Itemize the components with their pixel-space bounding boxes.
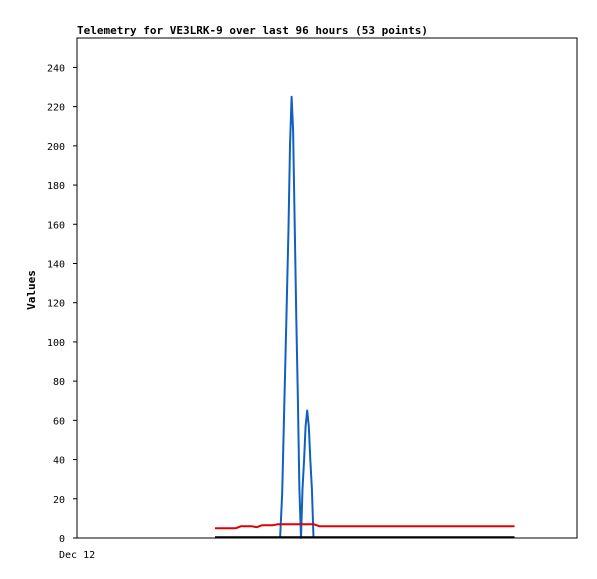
- y-axis-ticks: 0 20 40 60 80 100 120 140 160 180 200 220 240: [47, 63, 77, 545]
- y-tick-label: 200: [47, 142, 65, 153]
- x-tick-label: Dec 12: [59, 550, 95, 561]
- y-tick-label: 160: [47, 220, 65, 231]
- series-layer: [215, 95, 515, 539]
- y-tick-label: 0: [59, 534, 65, 545]
- chart-title: Telemetry for VE3LRK-9 over last 96 hour…: [77, 24, 428, 37]
- y-tick-label: 240: [47, 63, 65, 74]
- y-tick-label: 120: [47, 299, 65, 310]
- y-axis-label: Values: [25, 270, 38, 310]
- y-tick-label: 220: [47, 103, 65, 114]
- y-tick-label: 140: [47, 259, 65, 270]
- y-tick-label: 40: [53, 456, 65, 467]
- series-line-1: [279, 95, 315, 539]
- series-line-2: [215, 523, 515, 530]
- y-tick-label: 20: [53, 495, 65, 506]
- x-axis-ticks: Dec 12: [59, 550, 95, 561]
- y-tick-label: 60: [53, 416, 65, 427]
- y-tick-label: 180: [47, 181, 65, 192]
- plot-area: [76, 37, 578, 539]
- y-tick-label: 100: [47, 338, 65, 349]
- y-tick-label: 80: [53, 377, 65, 388]
